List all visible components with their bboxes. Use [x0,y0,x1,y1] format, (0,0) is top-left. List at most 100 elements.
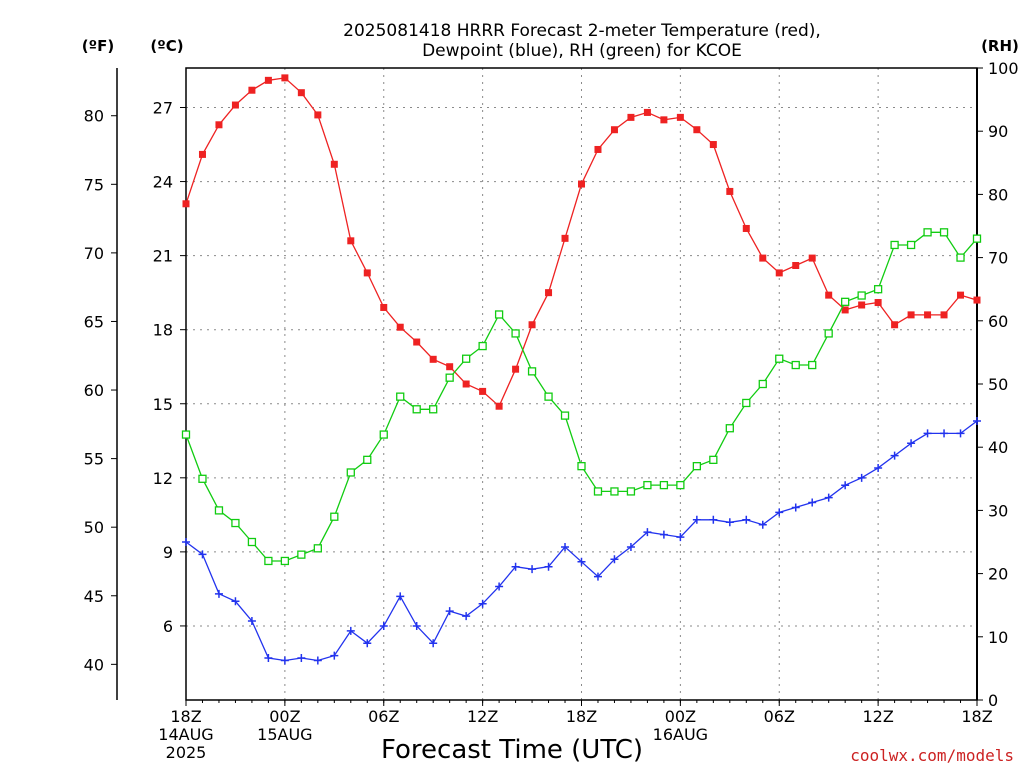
dewpoint-point [940,429,949,438]
rh-point [972,234,982,243]
temperature-point [198,150,206,158]
temperature-point [528,321,536,329]
temperature-point [693,126,701,134]
dewpoint-point [973,417,981,426]
rh-point [824,329,833,338]
temperature-point [495,402,503,410]
time-tick-label: 18Z [961,707,992,726]
rh-point [412,405,421,414]
fahrenheit-tick-label: 50 [84,518,104,537]
temperature-point [742,224,750,232]
dewpoint-point [429,639,438,648]
time-tick-label: 06Z [368,707,399,726]
rh-point [297,550,306,559]
temperature-point [281,74,289,82]
temperature-point [940,311,948,319]
temperature-point [297,89,305,97]
temperature-point [330,160,338,168]
rh-point [890,240,899,250]
temperature-point [841,306,849,314]
dewpoint-point [577,557,586,566]
dewpoint-point [742,515,751,524]
temperature-point [792,262,800,269]
rh-point [775,354,784,363]
rh-point [841,297,850,306]
temperature-series [182,74,981,410]
dewpoint-point [758,520,767,529]
dewpoint-line [185,420,978,662]
dewpoint-point [692,515,701,524]
rh-point [808,360,817,370]
rh-point [939,228,949,237]
celsius-tick-label: 12 [153,469,173,488]
rh-point [758,379,767,389]
dewpoint-point [198,550,207,559]
temperature-point [182,200,190,208]
dewpoint-point [791,503,800,512]
rh-point [676,480,685,490]
dewpoint-point [643,528,652,537]
rh-point [478,341,487,351]
temperature-point [973,296,981,304]
rh-point [330,512,339,521]
rh-point [511,329,520,338]
temperature-point [561,234,569,242]
temperature-point [429,355,437,363]
rh-point [659,480,669,490]
rh-point [857,291,866,300]
temperature-point [479,387,487,395]
dewpoint-point [923,429,932,438]
temperature-point [825,291,833,299]
dewpoint-series [182,417,981,665]
rh-point [379,430,388,439]
rh-tick-label: 40 [988,438,1008,457]
temperature-point [808,254,816,262]
rh-tick-label: 90 [988,122,1008,141]
temperature-point [610,126,618,134]
temperature-point [907,311,915,319]
dewpoint-point [462,612,471,621]
fahrenheit-tick-label: 40 [84,655,104,674]
dewpoint-point [363,639,372,648]
temperature-point [726,187,734,195]
rh-point [461,354,471,363]
temperature-point [462,380,470,388]
temperature-point [363,269,371,277]
temperature-point [676,113,684,121]
rh-tick-label: 30 [988,501,1008,520]
rh-point [593,487,603,496]
rh-tick-label: 0 [988,691,998,710]
rh-point [956,253,965,262]
temperature-point [578,180,585,188]
temperature-point [264,76,272,84]
rh-point [873,285,883,294]
temperature-point [347,237,355,245]
rh-unit-label: (RH) [981,37,1019,55]
temperature-point [957,291,965,299]
fahrenheit-tick-label: 60 [84,381,104,400]
dewpoint-point [659,530,668,539]
dewpoint-point [907,439,916,448]
rh-point [198,474,207,483]
dewpoint-point [725,518,734,527]
chart-title-line-2: Dewpoint (blue), RH (green) for KCOE [422,41,742,61]
rh-point [577,462,586,471]
rh-point [709,455,718,464]
rh-point [494,310,504,319]
time-tick-label: 12Z [467,707,498,726]
rh-point [396,392,405,401]
temperature-point [396,323,404,331]
rh-tick-label: 60 [988,312,1008,331]
fahrenheit-tick-label: 75 [84,175,104,194]
celsius-tick-label: 27 [153,99,173,118]
celsius-tick-label: 6 [163,617,173,636]
rh-point [643,480,652,490]
rh-point [429,405,438,414]
temperature-point [759,254,767,262]
celsius-tick-label: 21 [153,247,173,266]
series-lines [181,74,982,665]
time-tick-label: 18Z [566,707,597,726]
time-tick-label: 12Z [862,707,893,726]
dewpoint-point [824,493,833,502]
fahrenheit-tick-label: 55 [84,450,104,469]
